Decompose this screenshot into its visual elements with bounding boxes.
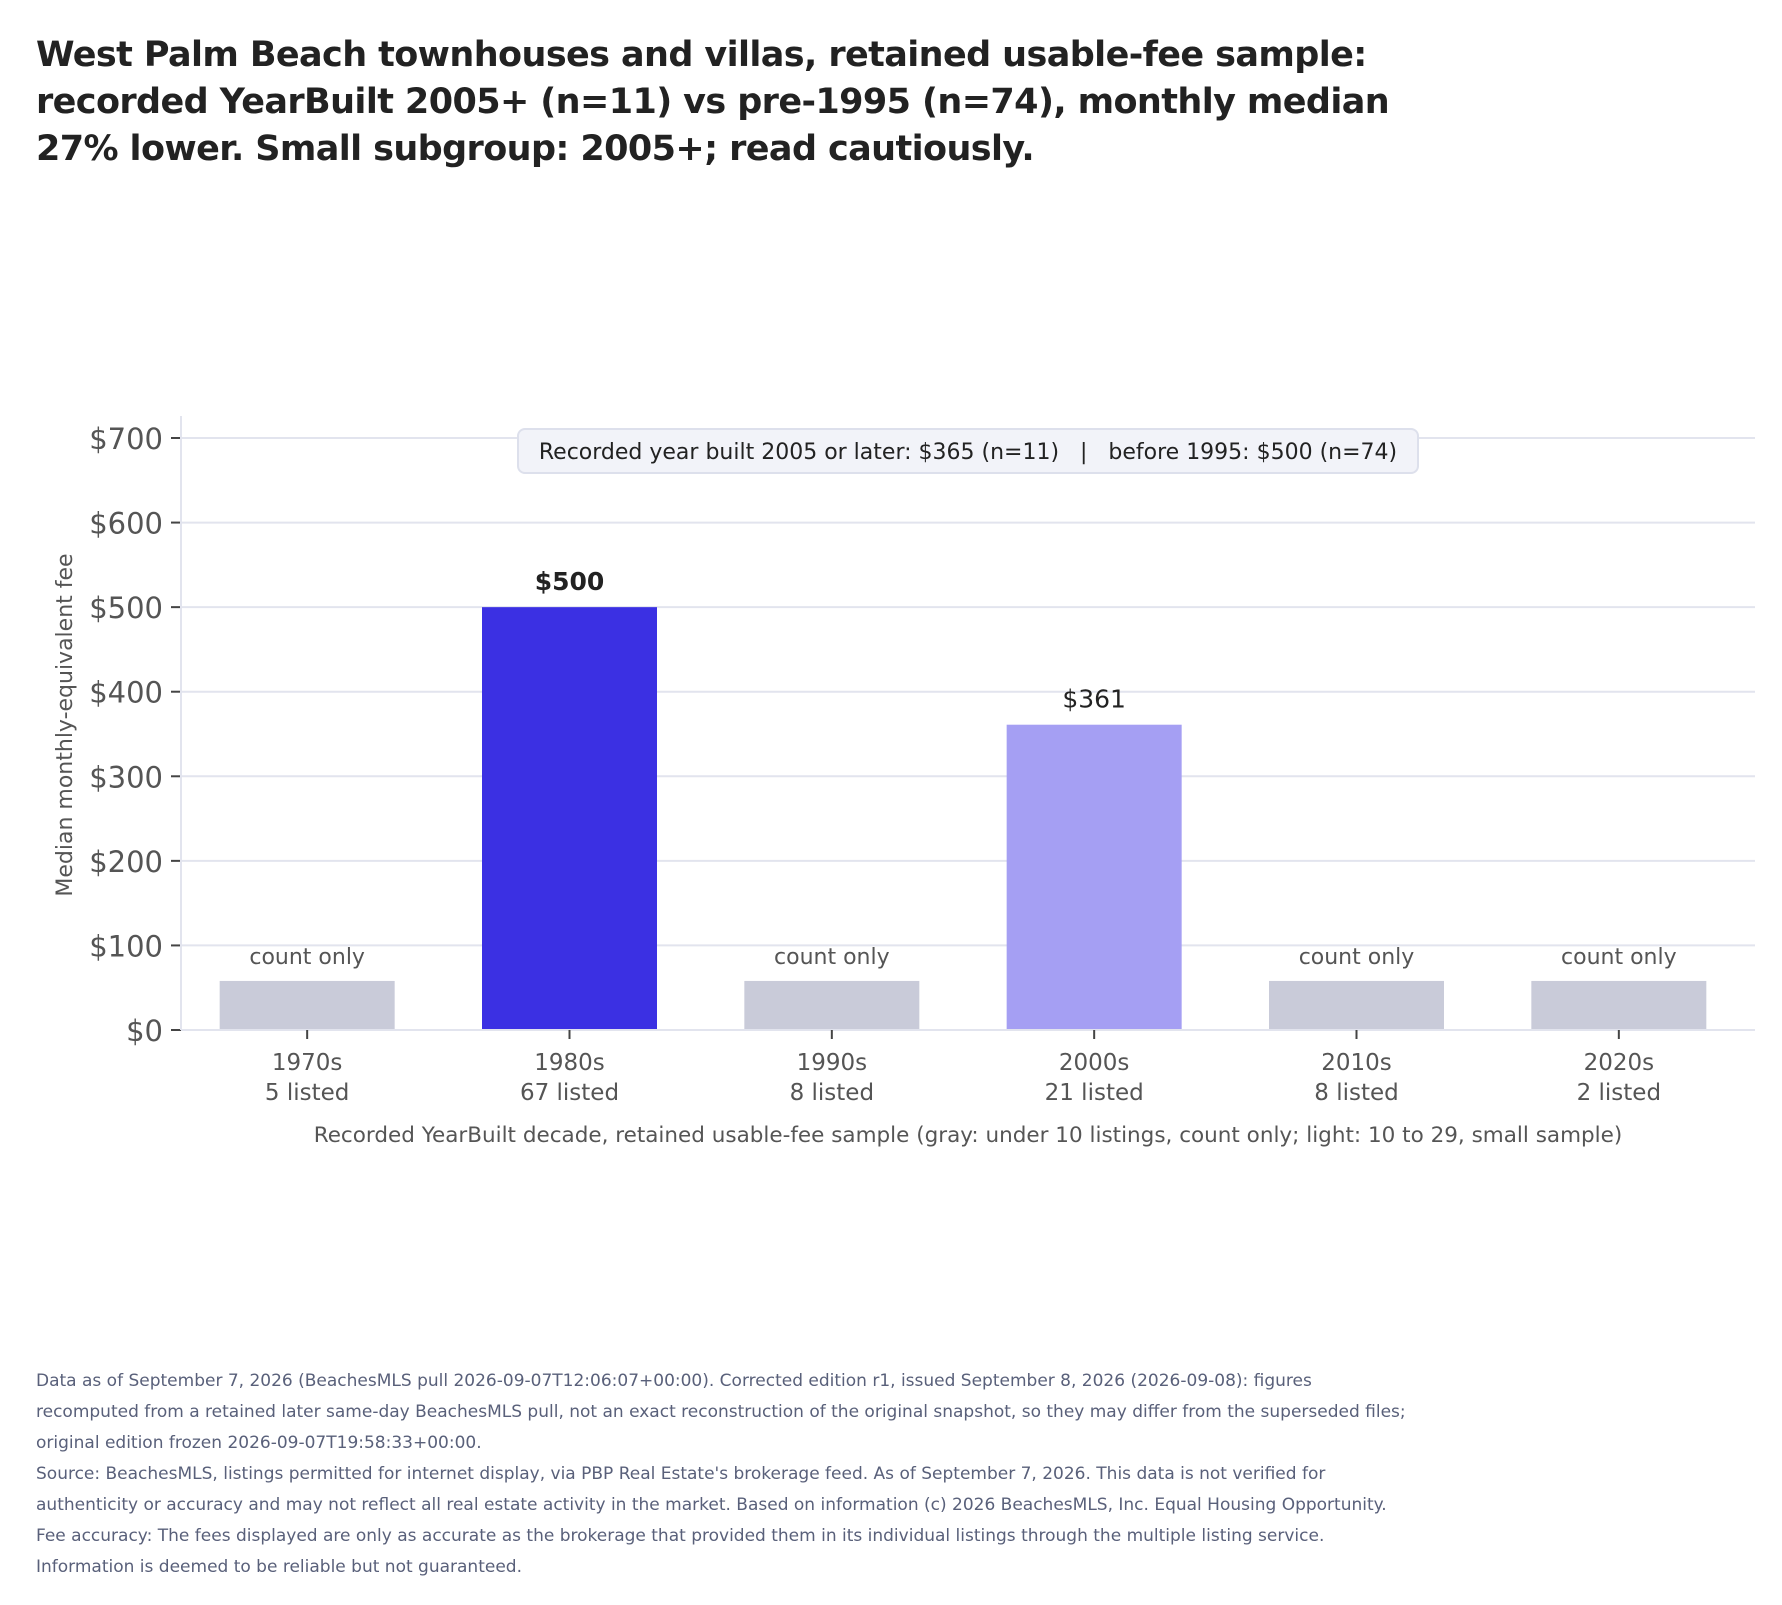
bar-value-label: count only — [249, 945, 365, 970]
bar-1980s — [482, 607, 657, 1030]
bar-1990s — [744, 980, 920, 1030]
bar-chart: count only $500 count only $361 count only co… — [53, 416, 1755, 1148]
x-tick-count: 67 listed — [520, 1080, 619, 1106]
x-tick-count: 5 listed — [265, 1080, 349, 1106]
x-tick-label: 2010s — [1321, 1050, 1392, 1076]
bar-value-label: count only — [774, 945, 890, 970]
y-tick-label: $0 — [126, 1014, 163, 1048]
annotation-box: Recorded year built 2005 or later: $365 … — [517, 428, 1419, 474]
y-tick-label: $200 — [89, 845, 163, 879]
x-tick-count: 21 listed — [1045, 1080, 1144, 1106]
bar-1970s — [219, 980, 395, 1030]
edition-note: Data as of September 7, 2026 (BeachesMLS… — [36, 1371, 1406, 1453]
axes: $0 $100 $200 $300 $400 $500 $600 $700 1970s 5 lis… — [89, 416, 1755, 1106]
annotation-text: Recorded year built 2005 or later: $365 … — [539, 440, 1397, 465]
y-tick-label: $100 — [89, 929, 163, 963]
x-tick-label: 1980s — [534, 1050, 605, 1076]
bar-value-label: count only — [1561, 945, 1677, 970]
bar-labels: count only $500 count only $361 count only co… — [249, 567, 1676, 970]
x-tick-count: 8 listed — [790, 1080, 874, 1106]
source-note: Source: BeachesMLS, listings permitted f… — [36, 1464, 1387, 1577]
bar-value-label: $500 — [535, 567, 605, 596]
y-axis-title: Median monthly-equivalent fee — [53, 553, 78, 896]
x-tick-count: 8 listed — [1314, 1080, 1398, 1106]
x-tick-label: 2020s — [1584, 1050, 1655, 1076]
y-tick-label: $400 — [89, 676, 163, 710]
x-tick-label: 1970s — [272, 1050, 343, 1076]
bar-value-label: count only — [1299, 945, 1415, 970]
y-tick-label: $600 — [89, 507, 163, 541]
x-axis-title: Recorded YearBuilt decade, retained usab… — [314, 1123, 1623, 1148]
y-tick-label: $700 — [89, 422, 163, 456]
bar-value-label: $361 — [1062, 685, 1126, 714]
x-tick-count: 2 listed — [1577, 1080, 1661, 1106]
bars — [219, 607, 1707, 1030]
bar-2000s — [1006, 724, 1182, 1030]
y-tick-label: $300 — [89, 760, 163, 794]
footnotes: Data as of September 7, 2026 (BeachesMLS… — [36, 1366, 1416, 1583]
y-tick-label: $500 — [89, 591, 163, 625]
x-tick-label: 1990s — [797, 1050, 868, 1076]
bar-2010s — [1269, 980, 1444, 1030]
gridlines — [181, 437, 1755, 947]
x-tick-label: 2000s — [1059, 1050, 1130, 1076]
chart-title: West Palm Beach townhouses and villas, r… — [36, 35, 1390, 169]
bar-2020s — [1531, 980, 1707, 1030]
